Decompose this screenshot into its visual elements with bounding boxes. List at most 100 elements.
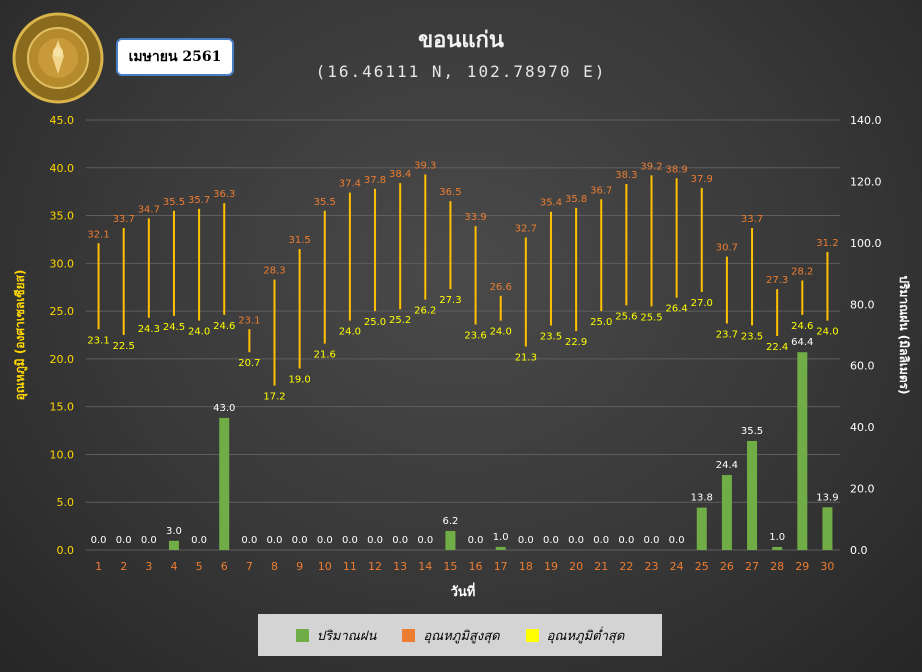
max-temp-label: 23.1 — [238, 315, 260, 326]
rain-value-label: 43.0 — [213, 403, 235, 414]
rain-value-label: 0.0 — [392, 535, 408, 546]
min-temp-label: 17.2 — [263, 392, 285, 403]
rain-value-label: 0.0 — [342, 535, 358, 546]
min-temp-label: 21.3 — [515, 352, 537, 363]
x-tick-label: 25 — [695, 560, 709, 573]
max-temp-label: 35.5 — [314, 197, 336, 208]
x-tick-label: 23 — [645, 560, 659, 573]
max-temp-label: 38.4 — [389, 169, 411, 180]
max-temp-label: 39.2 — [640, 161, 662, 172]
max-temp-label: 33.7 — [113, 214, 135, 225]
rain-bar — [445, 530, 456, 550]
y2-tick-label: 20.0 — [850, 483, 875, 496]
chart-title: ขอนแก่น — [418, 28, 504, 53]
rain-bar — [772, 546, 783, 550]
rain-value-label: 0.0 — [468, 535, 484, 546]
rain-bar — [747, 440, 758, 550]
x-tick-label: 7 — [246, 560, 253, 573]
max-temp-label: 35.5 — [163, 197, 185, 208]
max-temp-label: 38.3 — [615, 170, 637, 181]
max-temp-label: 37.8 — [364, 175, 386, 186]
legend-item-max: อุณหภูมิสูงสุด — [402, 625, 500, 646]
x-tick-label: 14 — [418, 560, 432, 573]
min-temp-label: 23.7 — [716, 330, 738, 341]
max-temp-label: 33.7 — [741, 214, 763, 225]
y2-tick-label: 40.0 — [850, 421, 875, 434]
x-tick-label: 22 — [619, 560, 633, 573]
min-temp-label: 24.6 — [213, 321, 235, 332]
min-temp-label: 24.0 — [188, 327, 210, 338]
y-tick-label: 35.0 — [50, 210, 75, 223]
y-axis-label: อุณหภูมิ (องศาเซลเซียส) — [13, 270, 28, 401]
x-tick-label: 16 — [469, 560, 483, 573]
rain-value-label: 0.0 — [116, 535, 132, 546]
x-tick-label: 9 — [296, 560, 303, 573]
y-tick-label: 10.0 — [50, 448, 75, 461]
x-tick-label: 10 — [318, 560, 332, 573]
x-tick-label: 8 — [271, 560, 278, 573]
rain-value-label: 3.0 — [166, 526, 182, 537]
rain-value-label: 0.0 — [317, 535, 333, 546]
rain-bar — [797, 352, 808, 550]
max-temp-label: 30.7 — [716, 243, 738, 254]
max-temp-label: 39.3 — [414, 160, 436, 171]
rain-value-label: 1.0 — [493, 532, 509, 543]
x-tick-label: 17 — [494, 560, 508, 573]
x-tick-label: 26 — [720, 560, 734, 573]
rain-value-label: 1.0 — [769, 532, 785, 543]
y2-axis-label: ปริมาณฝน (มิลลิเมตร) — [897, 275, 911, 394]
min-temp-label: 25.5 — [640, 312, 662, 323]
legend-swatch-min — [525, 628, 539, 642]
rain-bar — [822, 507, 833, 550]
x-tick-label: 20 — [569, 560, 583, 573]
rain-bar — [495, 546, 506, 550]
max-temp-label: 31.5 — [289, 235, 311, 246]
max-temp-label: 35.8 — [565, 194, 587, 205]
y-tick-label: 5.0 — [57, 496, 75, 509]
x-tick-label: 12 — [368, 560, 382, 573]
min-temp-label: 25.0 — [590, 317, 612, 328]
x-tick-label: 4 — [170, 560, 177, 573]
rain-value-label: 24.4 — [716, 460, 738, 471]
min-temp-label: 20.7 — [238, 358, 260, 369]
rain-value-label: 0.0 — [644, 535, 660, 546]
min-temp-label: 23.1 — [87, 335, 109, 346]
min-temp-label: 22.9 — [565, 337, 587, 348]
max-temp-label: 31.2 — [816, 238, 838, 249]
y2-tick-label: 80.0 — [850, 298, 875, 311]
rain-value-label: 0.0 — [367, 535, 383, 546]
rain-value-label: 0.0 — [267, 535, 283, 546]
month-label: เมษายน 2561 — [116, 38, 234, 76]
min-temp-label: 22.4 — [766, 342, 788, 353]
max-temp-label: 26.6 — [490, 282, 512, 293]
min-temp-label: 25.6 — [615, 311, 637, 322]
y2-tick-label: 140.0 — [850, 114, 882, 127]
x-tick-label: 24 — [670, 560, 684, 573]
y2-tick-label: 100.0 — [850, 237, 882, 250]
legend-item-min: อุณหภูมิต่ำสุด — [525, 625, 624, 646]
x-tick-label: 18 — [519, 560, 533, 573]
rain-value-label: 64.4 — [791, 337, 813, 348]
max-temp-label: 36.3 — [213, 189, 235, 200]
x-tick-label: 1 — [95, 560, 102, 573]
y-tick-label: 25.0 — [50, 305, 75, 318]
x-tick-label: 30 — [820, 560, 834, 573]
max-temp-label: 28.2 — [791, 267, 813, 278]
x-tick-label: 2 — [120, 560, 127, 573]
y-tick-label: 40.0 — [50, 162, 75, 175]
min-temp-label: 23.5 — [741, 331, 763, 342]
y-tick-label: 45.0 — [50, 114, 75, 127]
x-tick-label: 6 — [221, 560, 228, 573]
max-temp-label: 27.3 — [766, 275, 788, 286]
min-temp-label: 24.0 — [490, 327, 512, 338]
max-temp-label: 35.4 — [540, 198, 562, 209]
rain-value-label: 0.0 — [593, 535, 609, 546]
rain-value-label: 0.0 — [141, 535, 157, 546]
min-temp-label: 24.0 — [816, 327, 838, 338]
rain-value-label: 0.0 — [417, 535, 433, 546]
x-tick-label: 21 — [594, 560, 608, 573]
rain-value-label: 35.5 — [741, 426, 763, 437]
min-temp-label: 22.5 — [113, 341, 135, 352]
x-tick-label: 5 — [196, 560, 203, 573]
